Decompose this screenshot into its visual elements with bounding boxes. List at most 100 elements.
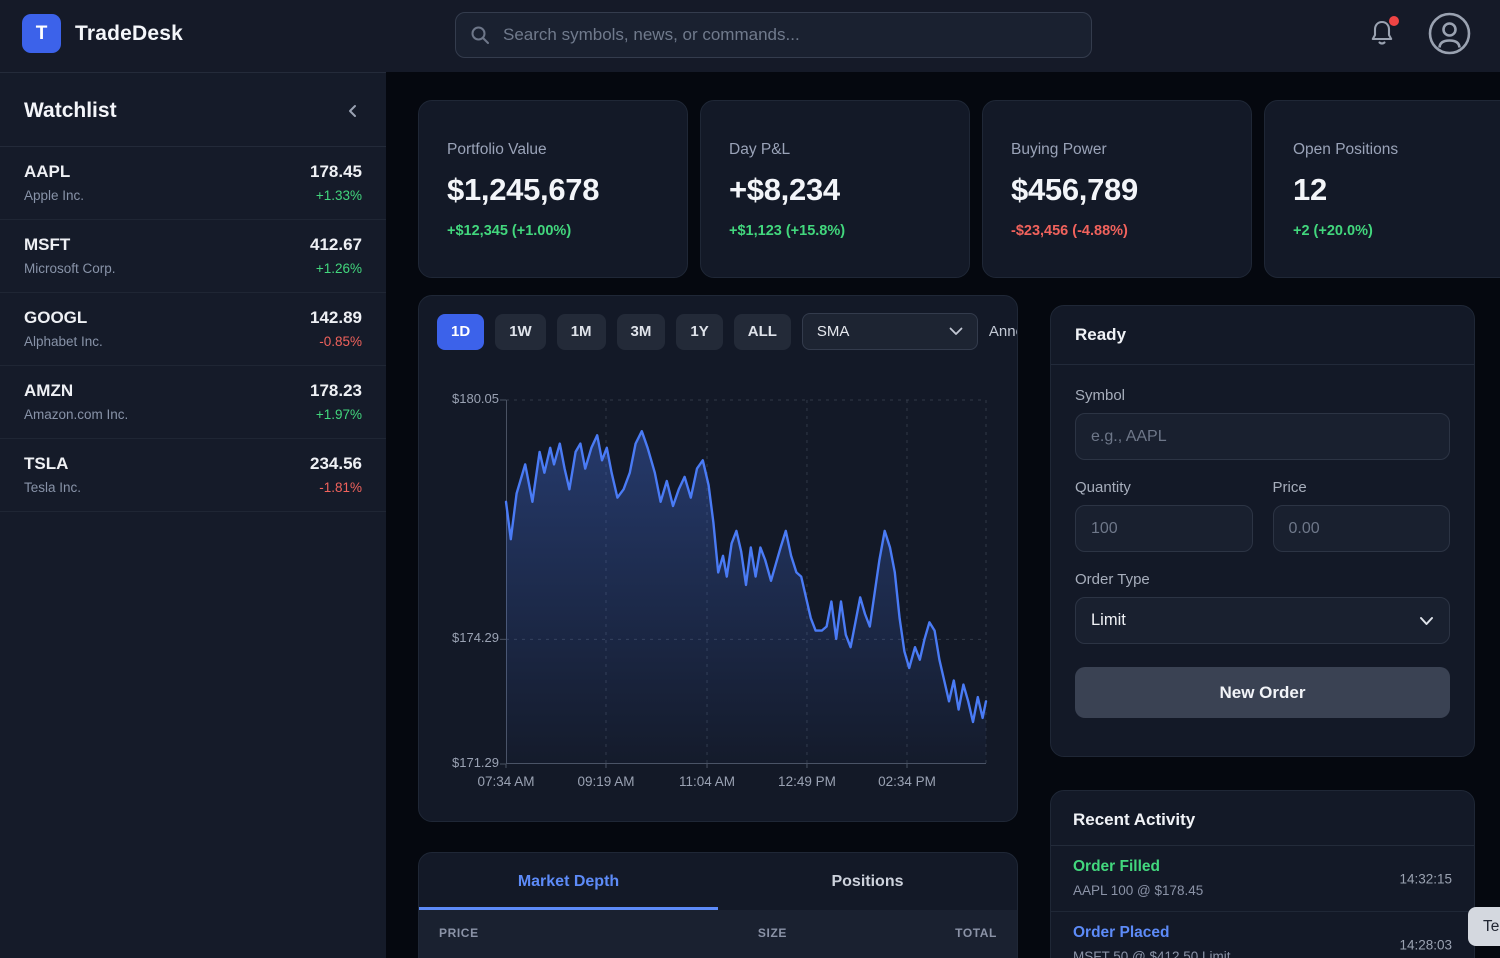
activity-detail: AAPL 100 @ $178.45	[1073, 883, 1204, 898]
x-axis-tick-label: 09:19 AM	[577, 774, 635, 789]
order-type-select[interactable]: Limit	[1075, 597, 1450, 644]
timeframe-button-1y[interactable]: 1Y	[676, 313, 723, 350]
watchlist-item[interactable]: AAPL Apple Inc. 178.45 +1.33%	[0, 147, 386, 220]
column-header-price: PRICE	[439, 926, 479, 940]
quantity-label: Quantity	[1075, 479, 1131, 496]
stat-label: Portfolio Value	[447, 141, 547, 158]
watchlist-item[interactable]: GOOGL Alphabet Inc. 142.89 -0.85%	[0, 293, 386, 366]
stat-change: +2 (+20.0%)	[1293, 223, 1373, 239]
symbol-input[interactable]	[1075, 413, 1450, 460]
depth-positions-panel: Market Depth Positions PRICE SIZE TOTAL	[418, 852, 1018, 958]
watchlist-item-right: 412.67 +1.26%	[310, 235, 362, 276]
logo-letter: T	[35, 22, 48, 44]
watchlist-item[interactable]: AMZN Amazon.com Inc. 178.23 +1.97%	[0, 366, 386, 439]
watchlist-item-right: 142.89 -0.85%	[310, 308, 362, 349]
stat-label: Day P&L	[729, 141, 791, 158]
watchlist-symbol: GOOGL	[24, 308, 88, 327]
user-menu-button[interactable]	[1427, 11, 1472, 56]
timeframe-button-1d[interactable]: 1D	[437, 313, 485, 350]
annotate-button[interactable]: Anno	[988, 323, 1017, 340]
order-type-label: Order Type	[1075, 571, 1150, 588]
price-input[interactable]	[1272, 505, 1450, 552]
watchlist-item-left: AAPL Apple Inc.	[24, 162, 84, 203]
stat-value: $456,789	[1011, 172, 1138, 207]
activity-time: 14:32:15	[1399, 871, 1452, 886]
timeframe-button-1w[interactable]: 1W	[495, 313, 546, 350]
watchlist-item[interactable]: MSFT Microsoft Corp. 412.67 +1.26%	[0, 220, 386, 293]
watchlist-symbol: TSLA	[24, 454, 69, 473]
watchlist-item-left: AMZN Amazon.com Inc.	[24, 381, 128, 422]
collapse-sidebar-icon[interactable]	[344, 102, 362, 120]
top-bar: T TradeDesk	[0, 0, 1500, 72]
activity-list: Order Filled AAPL 100 @ $178.45 14:32:15 Or…	[1051, 846, 1474, 958]
watchlist-title: Watchlist	[24, 99, 117, 122]
symbol-label: Symbol	[1075, 387, 1126, 404]
depth-table-header: PRICE SIZE TOTAL	[419, 910, 1017, 958]
notifications-button[interactable]	[1368, 16, 1400, 54]
order-entry-card: Ready Symbol Quantity Price Order Type L…	[1050, 305, 1475, 757]
order-type-value: Limit	[1091, 611, 1126, 629]
watchlist-price: 178.45	[310, 162, 362, 181]
watchlist-company: Alphabet Inc.	[24, 334, 103, 349]
stat-label: Buying Power	[1011, 141, 1107, 158]
column-header-size: SIZE	[757, 926, 787, 940]
toast: Te	[1468, 907, 1500, 946]
stat-value: +$8,234	[729, 172, 840, 207]
watchlist-item-left: MSFT Microsoft Corp.	[24, 235, 116, 276]
watchlist-symbol: AMZN	[24, 381, 74, 400]
indicator-select[interactable]: SMA	[801, 313, 978, 350]
watchlist-symbol: MSFT	[24, 235, 71, 254]
tab-positions[interactable]: Positions	[831, 872, 904, 890]
timeframe-button-3m[interactable]: 3M	[616, 313, 666, 350]
bell-icon	[1371, 20, 1393, 45]
watchlist-change: +1.97%	[315, 407, 362, 422]
watchlist-item[interactable]: TSLA Tesla Inc. 234.56 -1.81%	[0, 439, 386, 512]
watchlist-change: +1.33%	[315, 188, 362, 203]
watchlist-company: Amazon.com Inc.	[24, 407, 129, 422]
stat-card: Day P&L +$8,234 +$1,123 (+15.8%)	[700, 100, 970, 278]
activity-item: Order Filled AAPL 100 @ $178.45 14:32:15	[1051, 846, 1474, 912]
x-axis-tick-label: 02:34 PM	[878, 774, 936, 789]
new-order-button[interactable]: New Order	[1075, 667, 1450, 718]
price-label: Price	[1272, 479, 1307, 496]
watchlist-change: -0.85%	[319, 334, 362, 349]
timeframe-button-all[interactable]: ALL	[733, 313, 791, 350]
recent-activity-title: Recent Activity	[1051, 791, 1474, 846]
search-input[interactable]	[455, 12, 1092, 58]
depth-tabs: Market Depth Positions	[419, 853, 1017, 910]
price-chart[interactable]	[498, 396, 994, 780]
watchlist-price: 234.56	[310, 454, 362, 473]
stat-card: Open Positions 12 +2 (+20.0%)	[1264, 100, 1500, 278]
stat-card: Portfolio Value $1,245,678 +$12,345 (+1.00…	[418, 100, 688, 278]
watchlist-company: Microsoft Corp.	[24, 261, 116, 276]
stat-value: $1,245,678	[447, 172, 600, 207]
watchlist: AAPL Apple Inc. 178.45 +1.33% MSFT Microsoft …	[0, 147, 386, 512]
watchlist-change: +1.26%	[315, 261, 362, 276]
watchlist-header: Watchlist	[0, 73, 386, 147]
stat-card: Buying Power $456,789 -$23,456 (-4.88%)	[982, 100, 1252, 278]
y-axis-tick-label: $171.29	[452, 755, 499, 770]
recent-activity-card: Recent Activity Order Filled AAPL 100 @ $…	[1050, 790, 1475, 958]
activity-item: Order Placed MSFT 50 @ $412.50 Limit 14:28…	[1051, 912, 1474, 958]
app-logo: T	[22, 14, 61, 53]
watchlist-company: Tesla Inc.	[24, 480, 82, 495]
timeframe-button-1m[interactable]: 1M	[556, 313, 606, 350]
order-status: Ready	[1051, 306, 1474, 365]
x-axis-tick-label: 11:04 AM	[678, 774, 736, 789]
stat-label: Open Positions	[1293, 141, 1399, 158]
brand: T TradeDesk	[22, 14, 183, 53]
activity-detail: MSFT 50 @ $412.50 Limit	[1073, 949, 1231, 958]
x-axis-tick-label: 07:34 AM	[477, 774, 535, 789]
chevron-down-icon	[1420, 616, 1433, 625]
notification-badge	[1389, 16, 1399, 26]
search-icon	[471, 26, 489, 44]
quantity-input[interactable]	[1075, 505, 1253, 552]
watchlist-item-right: 178.45 +1.33%	[310, 162, 362, 203]
y-axis-tick-label: $180.05	[452, 391, 499, 406]
watchlist-price: 142.89	[310, 308, 362, 327]
watchlist-item-left: TSLA Tesla Inc.	[24, 454, 81, 495]
x-axis-tick-label: 12:49 PM	[778, 774, 836, 789]
global-search	[455, 12, 1092, 58]
tab-market-depth[interactable]: Market Depth	[419, 853, 718, 910]
activity-time: 14:28:03	[1399, 937, 1452, 952]
